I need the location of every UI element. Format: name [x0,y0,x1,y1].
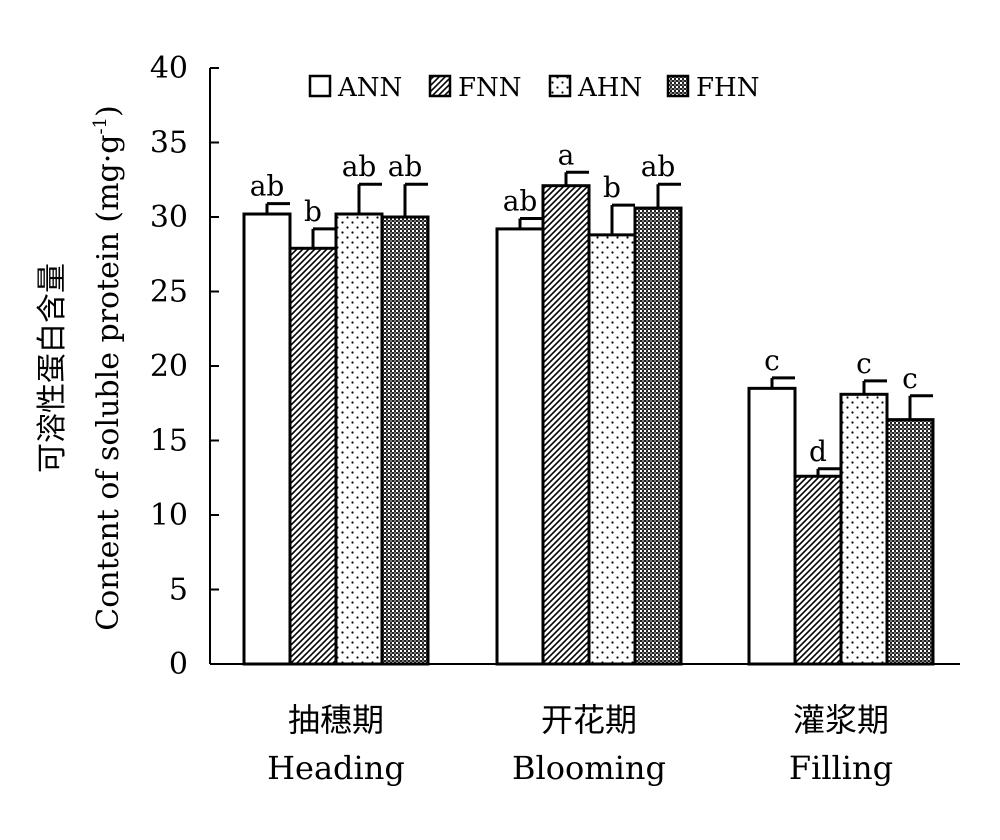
legend-swatch-fnn [428,74,452,98]
bar-fnn-heading [288,246,338,666]
x-label-en: Heading [267,749,405,787]
significance-label: b [304,195,322,228]
bar-fhn-filling [885,418,935,666]
bar-fhn-heading [380,215,430,666]
significance-label: a [558,138,575,171]
legend-label-fhn: FHN [696,73,759,103]
y-tick-label: 5 [169,573,188,608]
y-tick-label: 20 [150,349,188,384]
bars [242,184,935,666]
legend-label-fnn: FNN [458,73,522,103]
bar-ann-heading [242,212,292,666]
legend-swatch-ahn [548,74,572,98]
bar-ahn-blooming [587,233,637,666]
bar-fhn-blooming [633,206,683,666]
legend-swatch-fhn [666,74,690,98]
y-tick-label: 0 [169,647,188,682]
y-tick-label: 15 [150,424,188,459]
y-tick-label: 35 [150,126,188,161]
x-category-labels: 抽穗期 Heading 开花期 Blooming 灌浆期 Filling [267,701,893,787]
significance-label: ab [388,150,423,183]
bar-ahn-heading [334,212,384,666]
y-ticks: 0 5 10 15 20 25 30 35 40 [150,51,219,682]
legend-label-ann: ANN [337,73,402,103]
bar-ann-filling [747,386,797,666]
significance-label: b [603,171,621,204]
significance-label: c [902,362,918,395]
legend: ANN FNN AHN FHN [308,73,759,103]
y-axis-title-en: Content of soluble protein (mg·g-1) [90,105,126,630]
y-tick-label: 25 [150,275,188,310]
significance-label: ab [342,150,377,183]
y-tick-label: 40 [150,51,188,86]
bar-ann-blooming [495,227,545,666]
x-label-en: Blooming [512,749,666,787]
y-axis-title-cn: 可溶性蛋白含量 [35,263,70,473]
bar-fnn-blooming [541,184,591,666]
significance-label: c [764,344,780,377]
x-label-cn: 开花期 [541,701,637,739]
significance-label: ab [503,184,538,217]
x-label-en: Filling [789,749,893,787]
y-tick-label: 30 [150,200,188,235]
significance-label: ab [250,170,285,203]
legend-swatch-ann [308,74,332,98]
x-label-cn: 抽穗期 [288,701,384,739]
error-bars [265,170,933,477]
bar-fnn-filling [793,474,843,666]
significance-label: c [856,347,872,380]
significance-label: ab [641,150,676,183]
y-axis-title: 可溶性蛋白含量 Content of soluble protein (mg·g… [35,105,126,630]
x-label-cn: 灌浆期 [793,701,889,739]
bar-ahn-filling [839,392,889,666]
significance-label: d [809,435,827,468]
legend-label-ahn: AHN [577,73,642,103]
y-tick-label: 10 [150,498,188,533]
